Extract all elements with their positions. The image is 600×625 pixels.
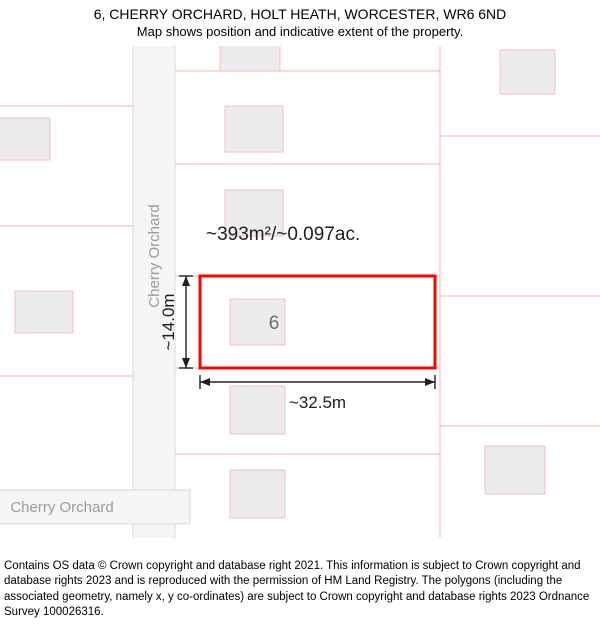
road-label-vertical: Cherry Orchard	[146, 204, 163, 307]
building-4	[230, 386, 285, 434]
building-1	[225, 106, 283, 152]
dim-v-label: ~14.0m	[159, 293, 178, 350]
map-subtitle: Map shows position and indicative extent…	[0, 24, 600, 39]
building-7	[15, 291, 73, 333]
building-5	[230, 470, 285, 518]
road-label-horizontal: Cherry Orchard	[10, 499, 113, 516]
map-title: 6, CHERRY ORCHARD, HOLT HEATH, WORCESTER…	[0, 6, 600, 22]
map-canvas: Cherry Orchard Cherry Orchard 6 ~393m²/~0.0…	[0, 46, 600, 538]
map-svg: Cherry Orchard Cherry Orchard 6 ~393m²/~0.0…	[0, 46, 600, 538]
building-0	[220, 46, 280, 71]
page-root: 6, CHERRY ORCHARD, HOLT HEATH, WORCESTER…	[0, 0, 600, 625]
map-header: 6, CHERRY ORCHARD, HOLT HEATH, WORCESTER…	[0, 6, 600, 39]
building-6	[0, 118, 50, 160]
building-8	[485, 446, 545, 494]
house-number: 6	[269, 313, 280, 334]
map-copyright: Contains OS data © Crown copyright and d…	[4, 559, 596, 621]
area-annotation: ~393m²/~0.097ac.	[206, 224, 360, 245]
dim-h-label: ~32.5m	[289, 393, 346, 412]
building-9	[500, 50, 555, 94]
road-junction-patch	[134, 491, 174, 523]
